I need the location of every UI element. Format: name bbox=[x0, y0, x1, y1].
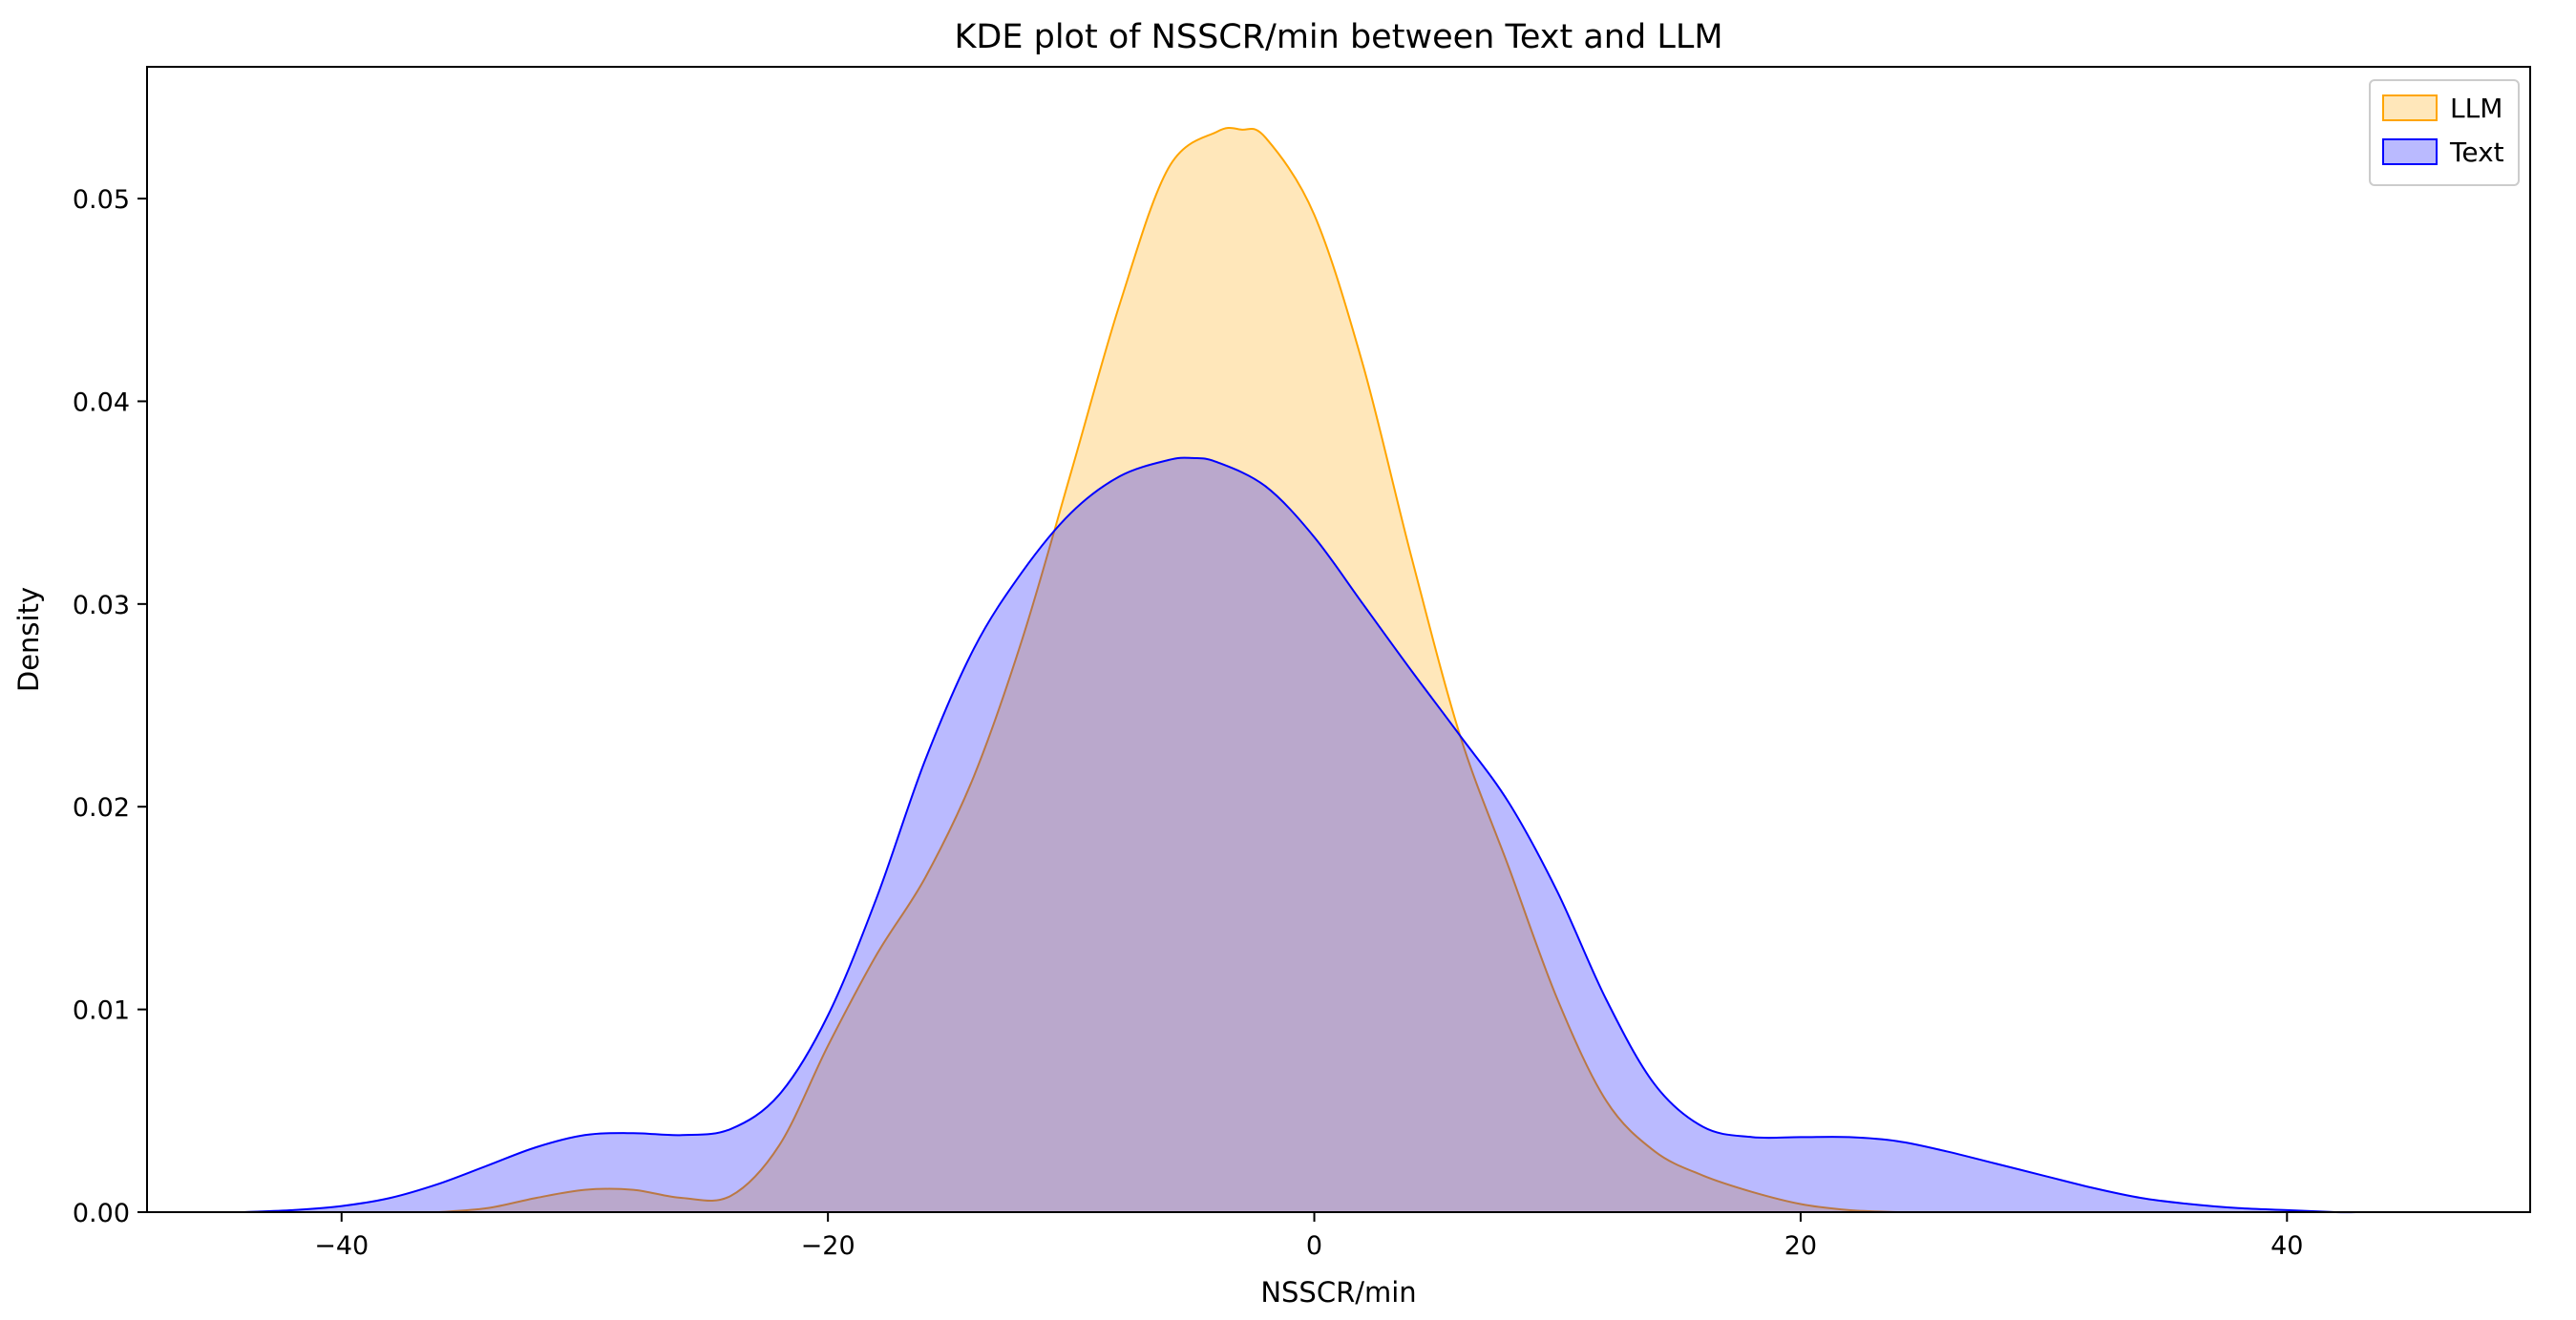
series-layer bbox=[243, 126, 2360, 1214]
x-tick-label: −40 bbox=[314, 1231, 369, 1261]
legend-label-llm: LLM bbox=[2450, 93, 2502, 124]
series-text-line bbox=[243, 456, 2360, 1214]
legend-swatch-llm bbox=[2382, 94, 2438, 121]
y-tick-label: 0.03 bbox=[73, 591, 130, 620]
x-tick-label: −20 bbox=[801, 1231, 855, 1261]
y-axis-label: Density bbox=[12, 587, 45, 692]
chart-title: KDE plot of NSSCR/min between Text and L… bbox=[954, 18, 1722, 56]
x-tick-label: 20 bbox=[1784, 1231, 1817, 1261]
series-llm-area bbox=[438, 127, 1898, 1212]
x-tick-label: 0 bbox=[1306, 1231, 1322, 1261]
x-axis: −40 −20 0 20 40 bbox=[314, 1212, 2303, 1261]
legend: LLM Text bbox=[2369, 79, 2520, 186]
x-tick-label: 40 bbox=[2270, 1231, 2303, 1261]
y-axis: 0.00 0.01 0.02 0.03 0.04 0.05 bbox=[73, 185, 147, 1228]
series-llm-line bbox=[438, 126, 1898, 1213]
plot-frame bbox=[146, 66, 2531, 1213]
legend-label-text: Text bbox=[2449, 136, 2504, 168]
y-tick-label: 0.01 bbox=[73, 996, 130, 1026]
y-tick-label: 0.04 bbox=[73, 388, 130, 417]
legend-box bbox=[2369, 79, 2520, 186]
y-tick-label: 0.00 bbox=[73, 1199, 130, 1228]
x-axis-label: NSSCR/min bbox=[1260, 1276, 1416, 1309]
series-text-area bbox=[243, 457, 2360, 1213]
legend-swatch-text bbox=[2382, 138, 2438, 165]
y-tick-label: 0.02 bbox=[73, 793, 130, 823]
y-tick-label: 0.05 bbox=[73, 185, 130, 215]
